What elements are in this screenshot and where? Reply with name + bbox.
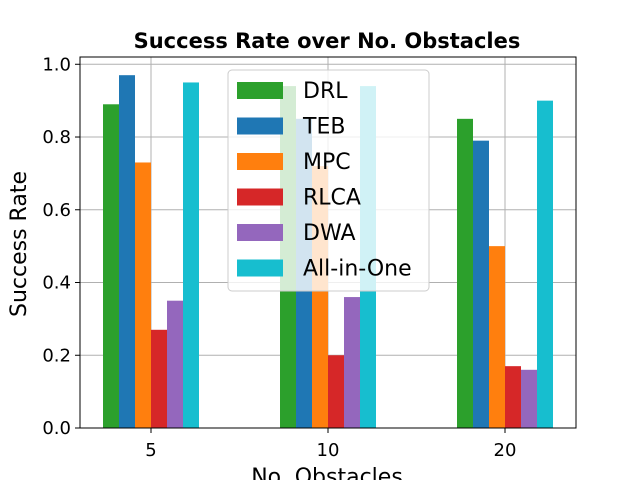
legend-swatch	[237, 188, 283, 206]
legend-swatch	[237, 117, 283, 135]
legend-entry: TEB	[302, 115, 345, 140]
legend-entry: DWA	[303, 221, 356, 246]
x-tick-label: 20	[494, 440, 517, 461]
y-tick-label: 1.0	[42, 54, 71, 75]
legend-entry: All-in-One	[303, 257, 412, 282]
legend-swatch	[237, 82, 283, 99]
ticks: 0.0 0.2 0.4 0.6 0.8 1.0 5 10 20	[42, 54, 516, 461]
y-tick-label: 0.8	[42, 127, 71, 148]
legend: DRL TEB MPC RLCA DWA All-in-One	[227, 69, 430, 292]
x-tick-label: 10	[317, 440, 340, 461]
bar-mpc-20	[489, 246, 505, 428]
legend-entry: DRL	[303, 79, 348, 104]
bar-teb-5	[119, 75, 135, 428]
chart-title: Success Rate over No. Obstacles	[134, 29, 521, 53]
bar-dwa-10	[344, 297, 360, 428]
bar-all-in-one-20	[537, 100, 553, 428]
x-tick-label: 5	[145, 440, 156, 461]
legend-swatch	[237, 259, 283, 277]
bar-dwa-20	[521, 369, 537, 428]
bar-rlca-10	[328, 355, 344, 428]
y-tick-label: 0.0	[42, 418, 71, 439]
bar-rlca-5	[151, 329, 167, 428]
y-axis-label: Success Rate	[7, 171, 32, 317]
bar-drl-5	[103, 104, 119, 429]
bar-drl-20	[457, 118, 473, 428]
legend-entry: MPC	[303, 150, 351, 175]
legend-entry: RLCA	[303, 186, 361, 211]
bar-teb-20	[473, 140, 489, 428]
y-tick-label: 0.2	[42, 345, 71, 366]
x-axis-label: No. Obstacles	[251, 465, 403, 480]
bar-dwa-5	[167, 300, 183, 428]
bar-mpc-5	[135, 162, 151, 428]
bar-all-in-one-5	[183, 82, 199, 428]
legend-swatch	[237, 153, 283, 170]
legend-swatch	[237, 224, 283, 241]
y-tick-label: 0.6	[42, 200, 71, 221]
y-tick-label: 0.4	[42, 273, 71, 294]
bar-rlca-20	[505, 366, 521, 428]
